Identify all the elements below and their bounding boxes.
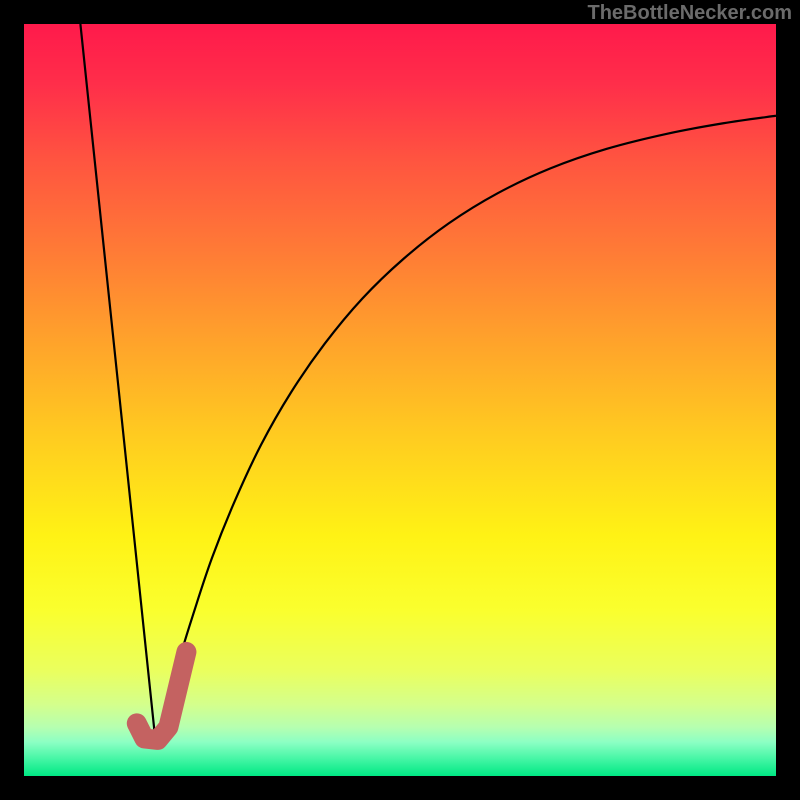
watermark-text: TheBottleNecker.com: [587, 2, 792, 25]
bottleneck-chart: [0, 0, 800, 800]
gradient-background: [24, 24, 776, 776]
chart-container: { "meta": { "watermark_text": "TheBottle…: [0, 0, 800, 800]
